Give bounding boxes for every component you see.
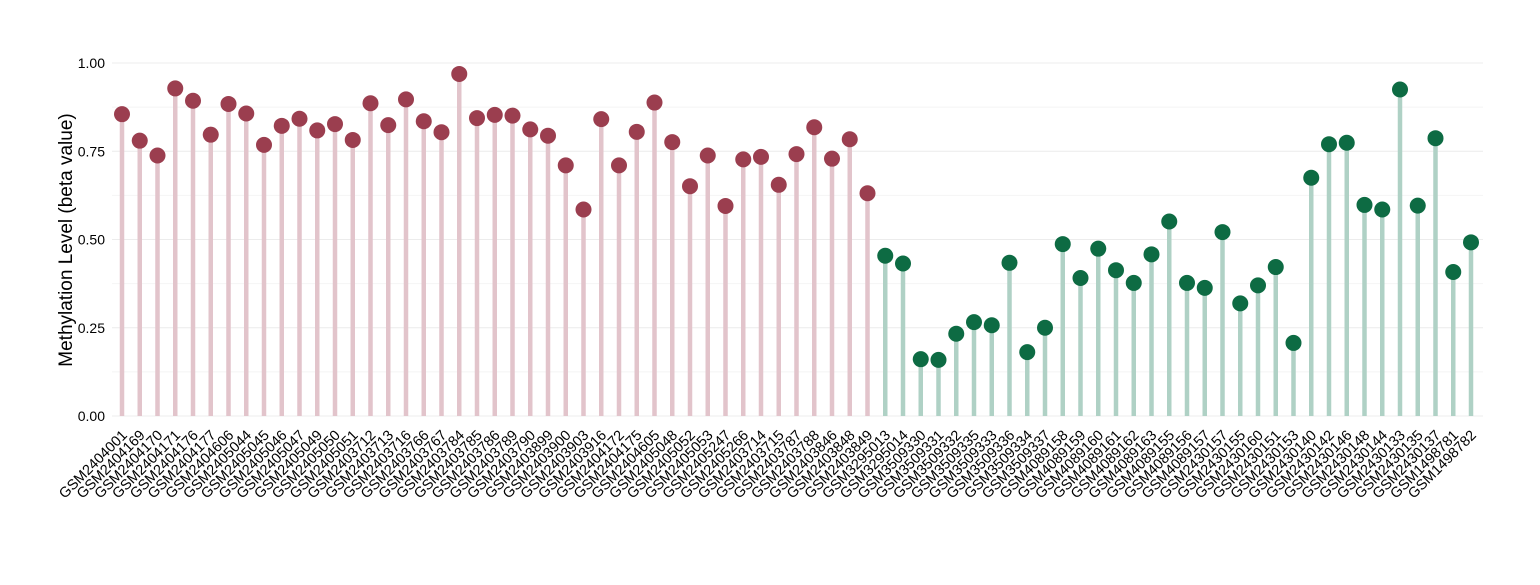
- lollipop-point: [398, 91, 414, 108]
- lollipop-point: [1232, 295, 1249, 312]
- lollipop-point: [1001, 254, 1018, 271]
- lollipop-point: [912, 351, 929, 368]
- lollipop-point: [717, 197, 734, 214]
- lollipop-point: [1161, 213, 1178, 230]
- lollipop-point: [770, 176, 787, 193]
- lollipop-point: [859, 185, 876, 202]
- lollipop-point: [628, 123, 645, 140]
- lollipop-point: [185, 92, 201, 109]
- lollipop-point: [1108, 262, 1124, 279]
- lollipop-point: [114, 106, 130, 123]
- lollipop-point: [291, 110, 308, 127]
- lollipop-point: [1356, 196, 1373, 213]
- lollipop-point: [557, 157, 574, 174]
- lollipop-point: [1409, 197, 1426, 214]
- lollipop-point: [1143, 246, 1160, 263]
- lollipop-point: [344, 131, 361, 148]
- lollipop-point: [699, 147, 716, 164]
- lollipop-point: [682, 178, 698, 195]
- lollipop-point: [1179, 274, 1195, 291]
- lollipop-point: [1463, 234, 1479, 251]
- lollipop-point: [1090, 240, 1107, 257]
- lollipop-point: [149, 147, 166, 164]
- lollipop-point: [1250, 277, 1266, 294]
- lollipop-point: [540, 127, 556, 144]
- lollipop-point: [451, 65, 468, 82]
- lollipop-point: [788, 146, 805, 163]
- lollipop-point: [220, 95, 237, 112]
- lollipop-point: [611, 157, 627, 174]
- lollipop-point: [380, 117, 397, 134]
- x-axis-ticks: GSM2404001GSM2404169GSM2404170GSM2404171…: [56, 428, 1480, 503]
- lollipop-point: [1054, 236, 1071, 253]
- lollipop-point: [877, 247, 894, 264]
- y-axis-ticks: 0.00 0.25 0.50 0.75 1.00: [78, 55, 105, 424]
- lollipop-point: [1196, 279, 1213, 296]
- lollipop-point: [575, 201, 592, 218]
- lollipop-point: [1392, 81, 1408, 98]
- y-tick-label: 0.75: [78, 143, 105, 159]
- lollipop-point: [1267, 259, 1284, 276]
- lollipop-point: [753, 148, 769, 165]
- lollipop-point: [593, 111, 610, 128]
- lollipop-point: [1125, 274, 1142, 291]
- lollipop-point: [1072, 269, 1089, 286]
- lollipop-point: [522, 121, 539, 138]
- lollipop-point: [966, 314, 982, 331]
- lollipop-point: [504, 107, 521, 124]
- points: [114, 65, 1479, 368]
- y-axis-label: Methylation Level (beta value): [56, 113, 77, 366]
- y-tick-label: 0.25: [78, 320, 105, 336]
- lollipop-point: [735, 151, 752, 168]
- lollipop-point: [131, 132, 148, 149]
- lollipop-point: [362, 95, 379, 112]
- lollipop-point: [1019, 344, 1036, 361]
- lollipop-point: [256, 136, 272, 153]
- lollipop-point: [167, 80, 184, 97]
- lollipop-point: [486, 106, 503, 123]
- lollipop-point: [1338, 134, 1355, 151]
- lollipop-point: [664, 134, 681, 151]
- lollipop-point: [1214, 224, 1231, 241]
- lollipop-point: [1285, 334, 1302, 351]
- lollipop-point: [1427, 130, 1444, 147]
- lollipop-point: [433, 124, 450, 141]
- lollipop-point: [1374, 201, 1391, 218]
- lollipop-point: [824, 150, 840, 167]
- lollipop-point: [238, 105, 255, 122]
- lollipop-point: [983, 317, 1000, 334]
- lollipop-point: [469, 110, 485, 127]
- lollipop-point: [327, 116, 343, 133]
- lollipop-point: [841, 131, 858, 148]
- lollipop-point: [415, 113, 432, 130]
- lollipop-point: [646, 94, 663, 111]
- lollipop-point: [806, 119, 823, 136]
- lollipop-point: [273, 117, 290, 134]
- lollipop-point: [1321, 136, 1337, 153]
- y-tick-label: 1.00: [78, 55, 105, 71]
- y-tick-label: 0.00: [78, 408, 105, 424]
- lollipop-point: [1303, 169, 1320, 186]
- y-tick-label: 0.50: [78, 232, 105, 248]
- lollipop-point: [1445, 263, 1462, 280]
- lollipop-point: [1037, 319, 1053, 336]
- lollipop-point: [895, 255, 911, 272]
- lollipop-point: [309, 122, 326, 139]
- stems: [119, 73, 1474, 416]
- lollipop-point: [202, 126, 219, 143]
- lollipop-point: [930, 351, 947, 368]
- lollipop-point: [948, 325, 965, 342]
